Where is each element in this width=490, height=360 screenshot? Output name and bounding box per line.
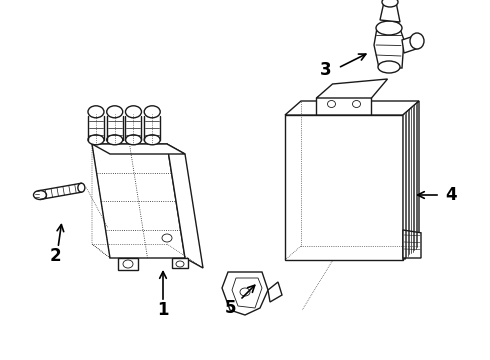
Polygon shape (232, 278, 262, 308)
Ellipse shape (123, 260, 133, 268)
Polygon shape (92, 144, 185, 258)
Polygon shape (317, 93, 371, 115)
Ellipse shape (240, 288, 250, 296)
Ellipse shape (144, 106, 160, 118)
Ellipse shape (352, 100, 361, 108)
Polygon shape (285, 101, 419, 115)
Polygon shape (118, 258, 138, 270)
Ellipse shape (162, 234, 172, 242)
Polygon shape (402, 35, 419, 53)
Ellipse shape (33, 190, 47, 199)
Ellipse shape (88, 106, 104, 118)
Polygon shape (92, 144, 185, 154)
Ellipse shape (327, 100, 336, 108)
Ellipse shape (410, 33, 424, 49)
Text: 3: 3 (320, 61, 332, 79)
Text: 1: 1 (157, 301, 169, 319)
Polygon shape (403, 230, 421, 258)
Polygon shape (403, 101, 419, 260)
Text: 5: 5 (224, 299, 236, 317)
Polygon shape (268, 282, 282, 302)
Polygon shape (172, 258, 188, 268)
Text: 4: 4 (445, 186, 457, 204)
Polygon shape (167, 144, 203, 268)
Polygon shape (374, 20, 404, 68)
Ellipse shape (125, 135, 142, 145)
Ellipse shape (88, 135, 104, 145)
Ellipse shape (107, 106, 122, 118)
Ellipse shape (125, 106, 142, 118)
Ellipse shape (378, 61, 400, 73)
Ellipse shape (78, 183, 85, 192)
Ellipse shape (144, 135, 160, 145)
Polygon shape (317, 79, 388, 98)
Text: 2: 2 (49, 247, 61, 265)
Ellipse shape (376, 21, 402, 35)
Ellipse shape (382, 0, 398, 7)
Polygon shape (222, 272, 268, 315)
Polygon shape (380, 2, 400, 22)
Polygon shape (285, 115, 403, 260)
Ellipse shape (107, 135, 122, 145)
